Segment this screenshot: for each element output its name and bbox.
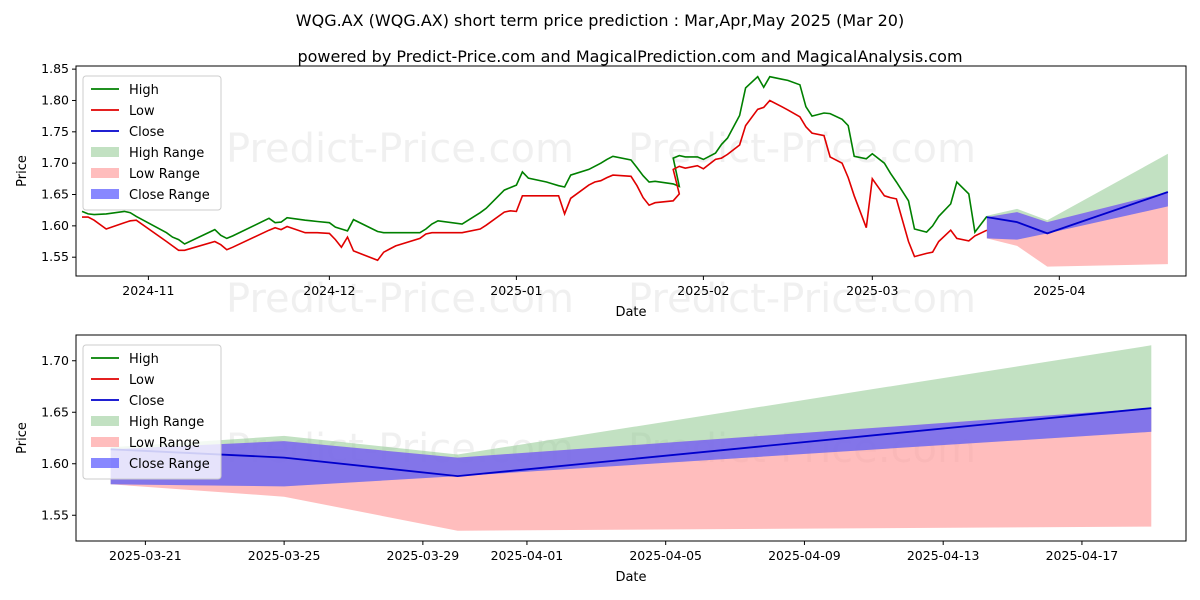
x-tick-label: 2025-03-21	[109, 548, 182, 563]
legend-swatch-patch	[91, 147, 119, 157]
watermark-text: Predict-Price.com	[628, 126, 976, 172]
legend-label: High	[129, 352, 159, 367]
low-series-line	[82, 99, 988, 262]
high-series-line	[81, 75, 988, 245]
y-tick-label: 1.55	[41, 507, 69, 522]
x-tick-label: 2025-03-29	[387, 548, 460, 563]
legend-label: Close Range	[129, 188, 210, 203]
legend-label: Low	[129, 373, 155, 388]
x-tick-label: 2025-02	[677, 283, 729, 298]
legend-label: Close Range	[129, 457, 210, 472]
y-tick-label: 1.85	[41, 61, 69, 76]
legend-swatch-patch	[91, 437, 119, 447]
x-tick-label: 2025-03	[846, 283, 898, 298]
close-series-line	[986, 191, 1169, 235]
legend-label: Low	[129, 104, 155, 119]
watermark-text: Predict-Price.com	[226, 126, 574, 172]
y-axis-label: Price	[15, 422, 30, 454]
x-tick-label: 2025-04-09	[768, 548, 841, 563]
y-tick-label: 1.70	[41, 155, 69, 170]
watermark-text: Predict-Price.com	[628, 276, 976, 322]
plot-frame	[75, 65, 1187, 277]
y-tick-label: 1.80	[41, 92, 69, 107]
x-axis-label: Date	[615, 305, 646, 320]
legend-label: Low Range	[129, 436, 200, 451]
x-tick-label: 2025-04-13	[907, 548, 980, 563]
y-tick-label: 1.65	[41, 404, 69, 419]
plot-frame	[75, 334, 1187, 542]
x-tick-label: 2025-04-17	[1046, 548, 1119, 563]
x-tick-label: 2024-12	[303, 283, 355, 298]
legend-label: High	[129, 83, 159, 98]
y-tick-label: 1.70	[41, 353, 69, 368]
x-tick-label: 2024-11	[122, 283, 174, 298]
top-panel: Predict-Price.com Predict-Price.com Predic…	[15, 61, 1187, 322]
x-tick-label: 2025-04-05	[629, 548, 702, 563]
x-tick-label: 2025-03-25	[248, 548, 321, 563]
chart-title: WQG.AX (WQG.AX) short term price predict…	[296, 11, 904, 30]
y-axis-label: Price	[15, 155, 30, 187]
y-tick-label: 1.60	[41, 456, 69, 471]
x-tick-label: 2025-04	[1033, 283, 1085, 298]
y-tick-label: 1.55	[41, 249, 69, 264]
legend-swatch-patch	[91, 168, 119, 178]
y-tick-label: 1.60	[41, 218, 69, 233]
legend-swatch-patch	[91, 416, 119, 426]
x-tick-label: 2025-01	[490, 283, 542, 298]
y-tick-label: 1.65	[41, 187, 69, 202]
x-tick-label: 2025-04-01	[491, 548, 564, 563]
legend-swatch-patch	[91, 458, 119, 468]
y-tick-label: 1.75	[41, 124, 69, 139]
bottom-panel: Predict-Price.comPredict-Price.com1.551.…	[15, 334, 1187, 585]
chart-subtitle: powered by Predict-Price.com and Magical…	[297, 47, 962, 66]
legend-swatch-patch	[91, 189, 119, 199]
legend-label: Close	[129, 125, 164, 140]
watermark-text: Predict-Price.com	[226, 276, 574, 322]
legend-label: High Range	[129, 146, 204, 161]
legend-label: High Range	[129, 415, 204, 430]
legend-label: Close	[129, 394, 164, 409]
legend-label: Low Range	[129, 167, 200, 182]
x-axis-label: Date	[615, 570, 646, 585]
